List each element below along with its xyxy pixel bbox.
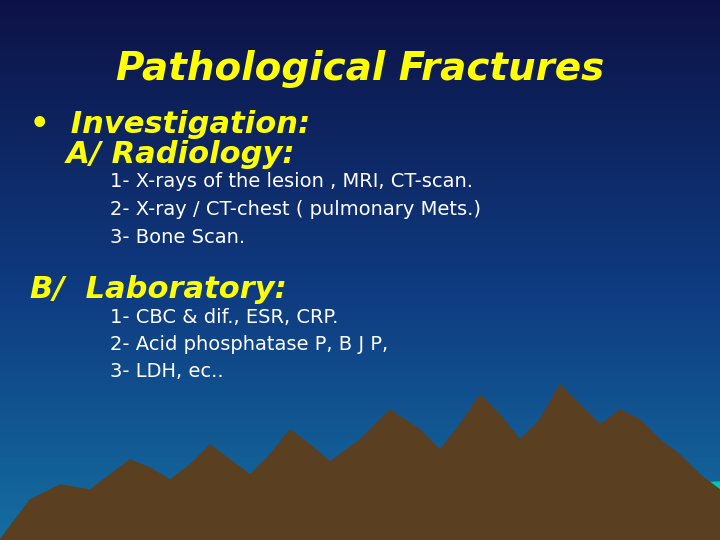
Text: 2- Acid phosphatase P, B J P,: 2- Acid phosphatase P, B J P, <box>110 335 388 354</box>
Text: 2- X-ray / CT-chest ( pulmonary Mets.): 2- X-ray / CT-chest ( pulmonary Mets.) <box>110 200 481 219</box>
Text: 3- Bone Scan.: 3- Bone Scan. <box>110 228 245 247</box>
Text: 1- X-rays of the lesion , MRI, CT-scan.: 1- X-rays of the lesion , MRI, CT-scan. <box>110 172 473 191</box>
Text: B/  Laboratory:: B/ Laboratory: <box>30 275 287 304</box>
Text: •  Investigation:: • Investigation: <box>30 110 310 139</box>
Text: A/ Radiology:: A/ Radiology: <box>45 140 294 169</box>
Text: Pathological Fractures: Pathological Fractures <box>116 50 604 88</box>
Polygon shape <box>450 482 720 540</box>
Text: 3- LDH, ec..: 3- LDH, ec.. <box>110 362 224 381</box>
Polygon shape <box>550 505 720 540</box>
Polygon shape <box>0 385 720 540</box>
Text: 1- CBC & dif., ESR, CRP.: 1- CBC & dif., ESR, CRP. <box>110 308 338 327</box>
